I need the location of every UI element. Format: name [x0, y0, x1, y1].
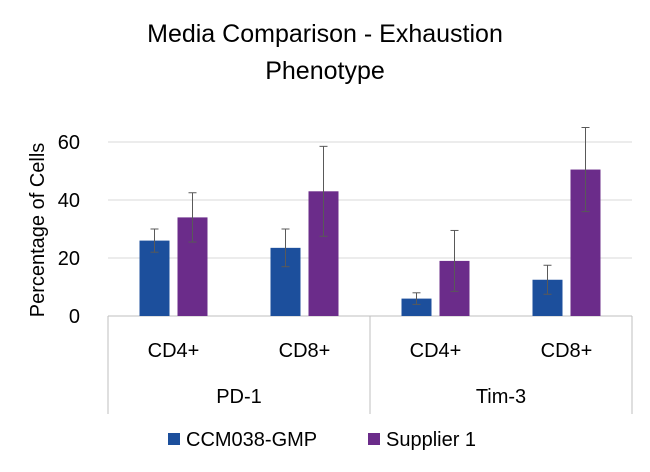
bar [401, 298, 432, 316]
y-axis-label: Percentage of Cells [27, 143, 49, 318]
x-axis-labels: CD4+ CD8+ PD-1 CD4+ CD8+ Tim-3 [148, 340, 593, 408]
legend-swatch [368, 433, 380, 445]
chart-title-line-2: Phenotype [265, 57, 385, 85]
y-tick-labels: 0 20 40 60 [58, 132, 80, 328]
axes [107, 315, 633, 414]
legend-label: CCM038-GMP [186, 429, 317, 451]
bar [139, 240, 170, 316]
bars [139, 169, 601, 316]
legend: CCM038-GMP Supplier 1 [168, 429, 476, 451]
chart-title-line-1: Media Comparison - Exhaustion [147, 20, 503, 48]
x-category-label: CD4+ [148, 340, 200, 362]
x-category-label: CD8+ [541, 340, 593, 362]
error-bars [150, 127, 590, 305]
legend-label: Supplier 1 [386, 429, 476, 451]
x-category-label: CD8+ [279, 340, 331, 362]
x-group-label: PD-1 [216, 386, 262, 408]
y-tick-label: 0 [69, 306, 80, 328]
y-tick-label: 60 [58, 132, 80, 154]
y-tick-label: 40 [58, 190, 80, 212]
x-group-label: Tim-3 [476, 386, 526, 408]
y-tick-label: 20 [58, 248, 80, 270]
x-category-label: CD4+ [410, 340, 462, 362]
legend-swatch [168, 433, 180, 445]
